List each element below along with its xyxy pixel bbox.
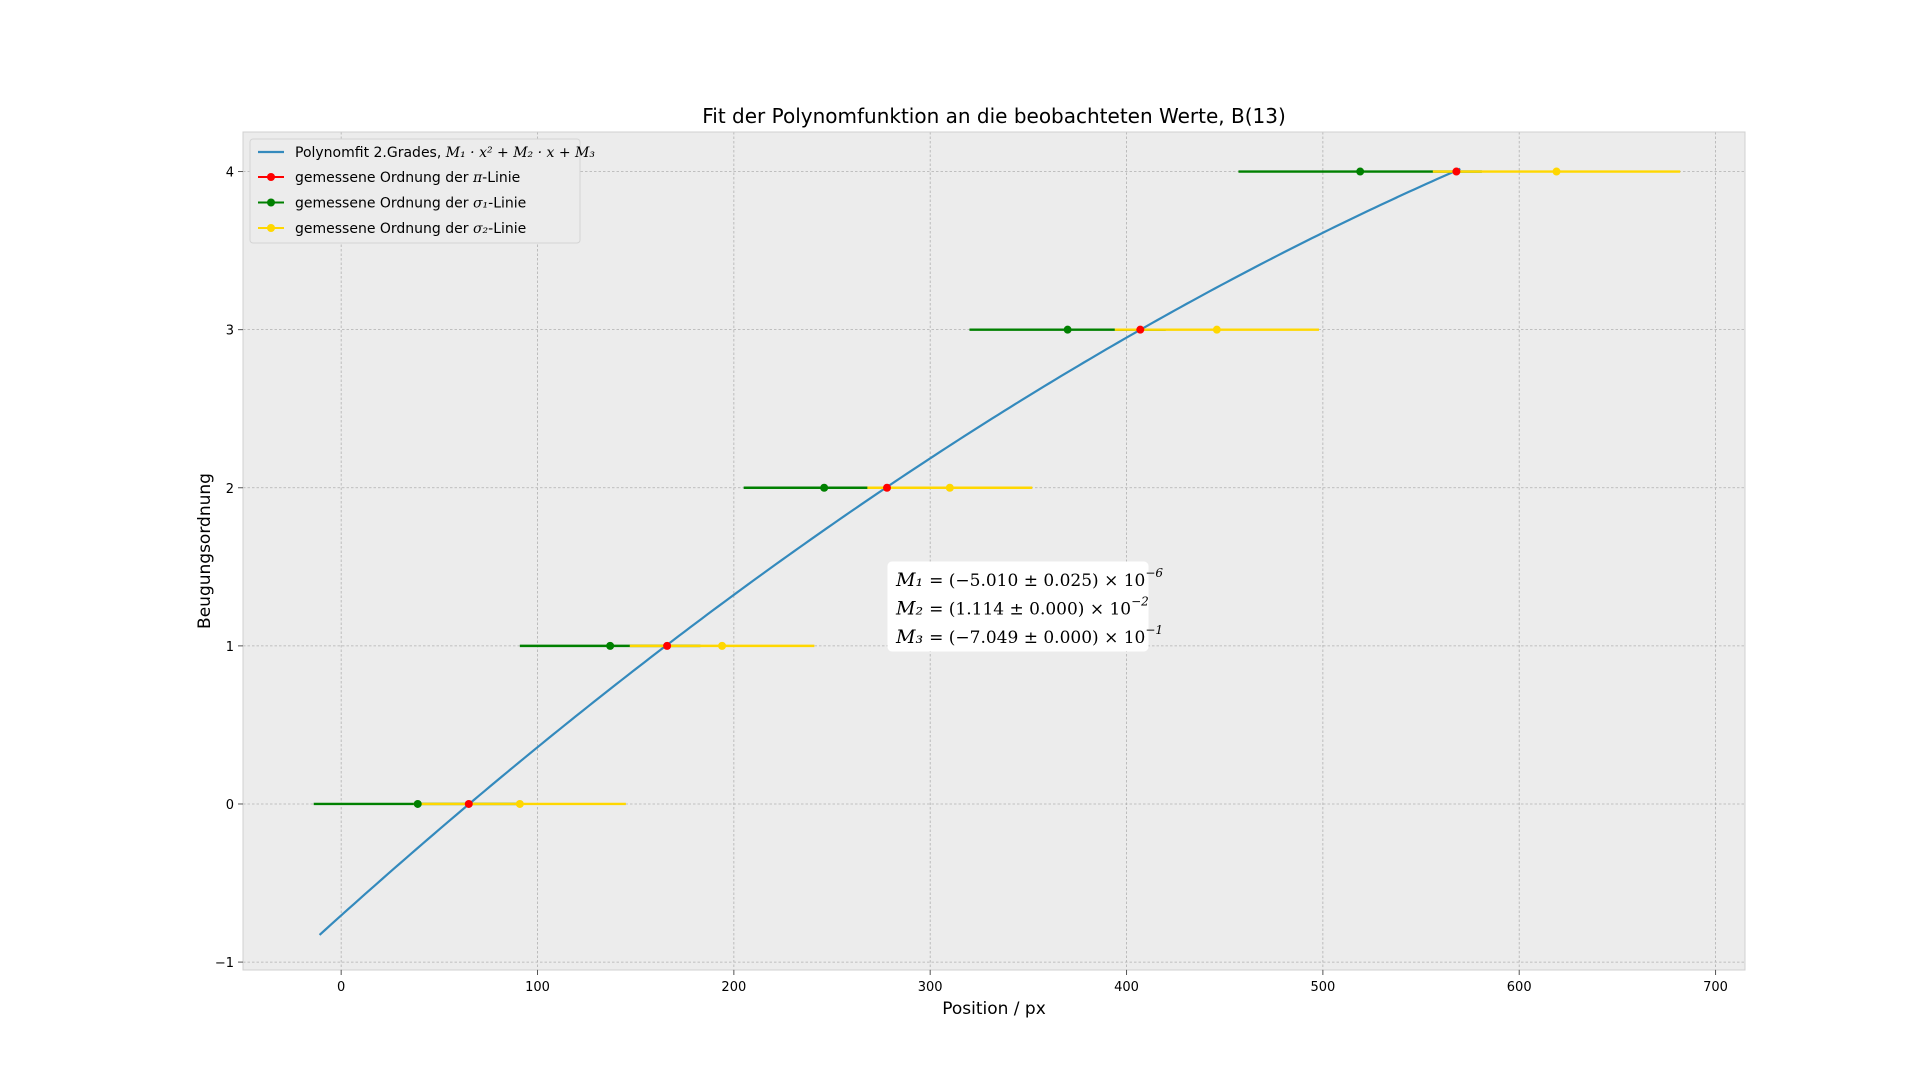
fit-parameters-box: M₁ = (−5.010 ± 0.025) × 10−6 M₂ = (1.114 … (887, 561, 1163, 652)
plot-area (243, 132, 1745, 970)
legend: Polynomfit 2.Grades, M₁ · x² + M₂ · x + … (249, 138, 595, 244)
y-tick-label: 2 (226, 482, 234, 497)
data-point (1212, 325, 1221, 334)
data-point (820, 483, 829, 492)
annotation-box (887, 561, 1149, 652)
fit-parameter-line: M₃ = (−7.049 ± 0.000) × 10−1 (895, 623, 1163, 648)
data-point (1356, 167, 1365, 176)
fit-curve (318, 167, 1461, 936)
x-axis-title: Position / px (942, 999, 1046, 1019)
data-point (606, 641, 615, 650)
legend-series-label: gemessene Ordnung der σ₂-Linie (295, 221, 526, 237)
chart-title: Fit der Polynomfunktion an die beobachte… (702, 104, 1286, 128)
data-point (1552, 167, 1561, 176)
legend-fit-label: Polynomfit 2.Grades, M₁ · x² + M₂ · x + … (295, 145, 595, 161)
legend-swatch-marker (267, 224, 275, 232)
data-point (464, 799, 473, 808)
y-tick-label: −1 (215, 956, 234, 971)
legend-series-label: gemessene Ordnung der π-Linie (295, 170, 520, 186)
fit-parameter-line: M₁ = (−5.010 ± 0.025) × 10−6 (895, 566, 1163, 591)
data-point (1063, 325, 1072, 334)
y-tick-label: 1 (226, 640, 234, 655)
data-points-layer (313, 167, 1681, 808)
x-tick-label: 500 (1310, 980, 1335, 995)
y-tick-label: 0 (226, 798, 234, 813)
data-point (945, 483, 954, 492)
fit-curve-layer (318, 167, 1461, 936)
x-tick-label: 700 (1703, 980, 1728, 995)
y-axis-title: Beugungsordnung (195, 473, 215, 629)
data-point (413, 799, 422, 808)
legend-swatch-marker (267, 173, 275, 181)
x-tick-label: 200 (721, 980, 746, 995)
data-point (718, 641, 727, 650)
plot-frame (242, 131, 1746, 971)
data-point (882, 483, 891, 492)
data-point (1452, 167, 1461, 176)
axes: 0 100 200 300 400 500 600 700 −1 0 1 2 3 4 (215, 131, 1746, 995)
legend-series-label: gemessene Ordnung der σ₁-Linie (295, 196, 526, 212)
y-tick-label: 4 (226, 166, 234, 181)
x-tick-label: 600 (1507, 980, 1532, 995)
x-tick-label: 0 (337, 980, 345, 995)
legend-box (249, 138, 581, 244)
data-point (515, 799, 524, 808)
data-point (1136, 325, 1145, 334)
fit-parameter-line: M₂ = (1.114 ± 0.000) × 10−2 (895, 595, 1149, 620)
x-tick-label: 100 (525, 980, 550, 995)
x-tick-label: 300 (918, 980, 943, 995)
data-point (663, 641, 672, 650)
y-tick-label: 3 (226, 324, 234, 339)
x-tick-label: 400 (1114, 980, 1139, 995)
legend-swatch-marker (267, 198, 275, 207)
